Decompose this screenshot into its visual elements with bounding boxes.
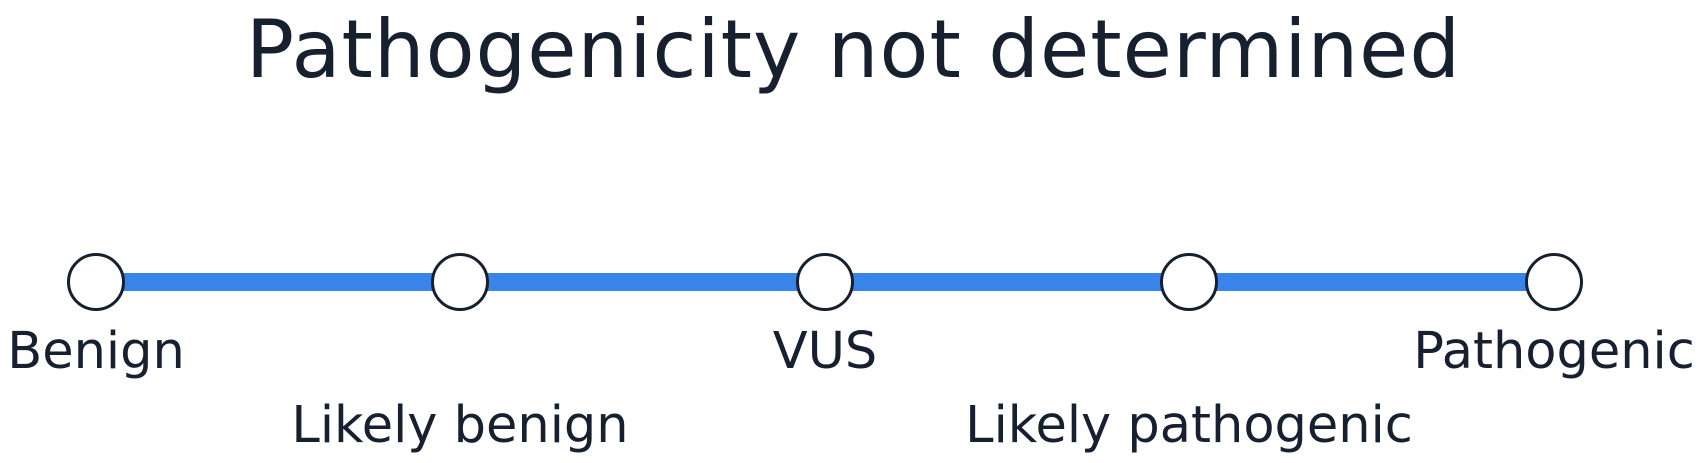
scale-marker-pathogenic xyxy=(1525,253,1583,311)
scale-label-benign: Benign xyxy=(7,322,185,381)
scale-marker-likely-pathogenic xyxy=(1160,253,1218,311)
scale-label-likely-pathogenic: Likely pathogenic xyxy=(965,396,1413,455)
scale-label-likely-benign: Likely benign xyxy=(291,396,629,455)
scale-marker-vus xyxy=(796,253,854,311)
scale-label-pathogenic: Pathogenic xyxy=(1413,322,1695,381)
scale-marker-likely-benign xyxy=(431,253,489,311)
scale-label-vus: VUS xyxy=(772,322,878,381)
scale-marker-benign xyxy=(67,253,125,311)
diagram-title: Pathogenicity not determined xyxy=(245,3,1462,96)
